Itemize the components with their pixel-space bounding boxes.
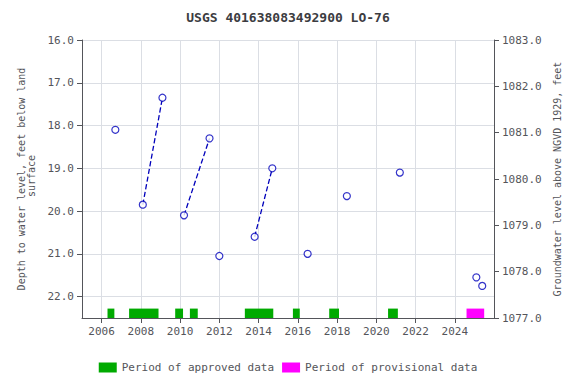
svg-text:20.0: 20.0: [48, 205, 75, 218]
svg-text:2012: 2012: [206, 325, 233, 338]
svg-text:1080.0: 1080.0: [502, 173, 542, 186]
svg-text:1083.0: 1083.0: [502, 34, 542, 47]
svg-text:2008: 2008: [128, 325, 155, 338]
svg-text:surface: surface: [26, 155, 37, 203]
svg-text:1081.0: 1081.0: [502, 126, 542, 139]
svg-text:Period of approved data: Period of approved data: [122, 361, 274, 374]
svg-text:2014: 2014: [245, 325, 272, 338]
svg-text:17.0: 17.0: [48, 76, 75, 89]
svg-text:2024: 2024: [442, 325, 469, 338]
svg-text:2016: 2016: [285, 325, 312, 338]
svg-text:19.0: 19.0: [48, 162, 75, 175]
svg-text:USGS 401638083492900 LO-76: USGS 401638083492900 LO-76: [186, 10, 390, 25]
svg-text:1077.0: 1077.0: [502, 312, 542, 325]
svg-text:2010: 2010: [167, 325, 194, 338]
svg-text:2022: 2022: [402, 325, 429, 338]
svg-text:16.0: 16.0: [48, 34, 75, 47]
svg-text:22.0: 22.0: [48, 290, 75, 303]
svg-text:21.0: 21.0: [48, 247, 75, 260]
svg-text:1082.0: 1082.0: [502, 80, 542, 93]
svg-text:Groundwater level above NGVD 1: Groundwater level above NGVD 1929, feet: [552, 62, 563, 297]
svg-text:18.0: 18.0: [48, 119, 75, 132]
svg-text:Period of provisional data: Period of provisional data: [305, 361, 477, 374]
svg-text:2006: 2006: [88, 325, 115, 338]
svg-text:Depth to water level, feet bel: Depth to water level, feet below land: [16, 67, 28, 291]
svg-text:2020: 2020: [363, 325, 390, 338]
svg-text:1078.0: 1078.0: [502, 265, 542, 278]
svg-text:1079.0: 1079.0: [502, 219, 542, 232]
svg-text:2018: 2018: [324, 325, 351, 338]
